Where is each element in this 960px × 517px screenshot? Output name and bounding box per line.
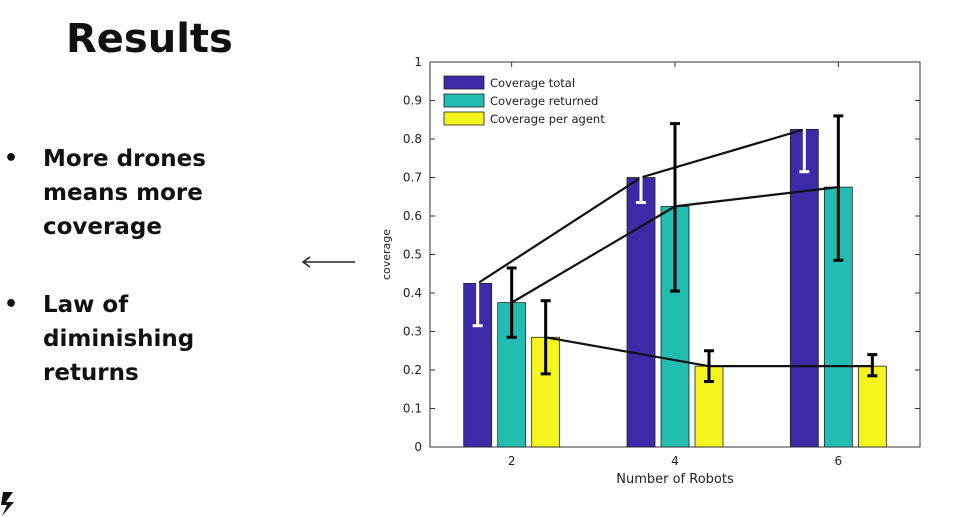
y-tick-label: 0.9 [403, 94, 422, 108]
y-tick-label: 0.8 [403, 132, 422, 146]
x-axis-label: Number of Robots [616, 472, 734, 487]
bullet-text: More drones means more coverage [43, 146, 206, 240]
bar [789, 128, 819, 448]
y-tick-label: 0.3 [403, 325, 422, 339]
y-tick-label: 0.1 [403, 402, 422, 416]
y-tick-label: 0.2 [403, 363, 422, 377]
bar-chart: 0 0.1 0.2 0.3 0.4 0.5 0.6 0.7 0.8 0.9 1 2 4 6 Coverage… [380, 55, 921, 487]
slide-title: Results [66, 16, 233, 62]
y-tick-label: 0.7 [403, 171, 422, 185]
x-tick-label: 2 [508, 454, 516, 468]
x-tick-label: 6 [835, 454, 843, 468]
x-tick-label: 4 [671, 454, 679, 468]
bar [497, 302, 527, 448]
legend-swatch [443, 93, 485, 108]
y-axis-label: coverage [380, 229, 393, 280]
legend-label: Coverage returned [490, 94, 598, 108]
legend-label: Coverage per agent [490, 112, 605, 126]
y-tick-label: 0.5 [403, 248, 422, 262]
bullet-item: • Law of diminishing returns [0, 288, 260, 390]
y-tick-label: 0.4 [403, 286, 422, 300]
left-arrow-icon [301, 256, 355, 268]
legend-label: Coverage total [490, 76, 575, 90]
y-tick-label: 0 [414, 440, 422, 454]
logo-mark-icon [1, 492, 14, 516]
bar [626, 177, 656, 448]
bullet-dot: • [4, 292, 19, 317]
bar [694, 365, 724, 448]
bar [857, 365, 887, 448]
legend-swatch [443, 111, 485, 126]
legend-swatch [443, 75, 485, 90]
y-tick-label: 0.6 [403, 209, 422, 223]
y-tick-label: 1 [414, 55, 422, 69]
bullet-dot: • [4, 146, 19, 171]
bullet-list: • More drones means more coverage • Law … [0, 142, 260, 434]
bullet-text: Law of diminishing returns [43, 292, 195, 386]
bullet-item: • More drones means more coverage [0, 142, 260, 244]
